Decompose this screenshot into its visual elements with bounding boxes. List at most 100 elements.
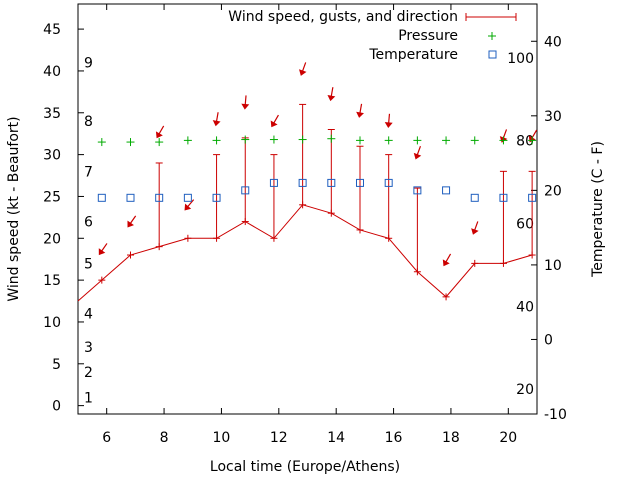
y2-tick-label-3: 20 xyxy=(544,183,562,199)
pressure-point xyxy=(327,134,336,143)
y2-tick-label-1: 0 xyxy=(544,332,553,348)
fahrenheit-label-3: 80 xyxy=(516,134,534,150)
direction-arrow-7 xyxy=(299,62,307,76)
beaufort-label-2: 3 xyxy=(84,340,93,356)
direction-arrow-0 xyxy=(98,243,108,256)
y2-tick-label-2: 10 xyxy=(544,258,562,274)
direction-arrow-2 xyxy=(155,125,165,139)
temperature-point xyxy=(442,186,451,195)
pressure-point xyxy=(355,136,364,145)
x-axis-label: Local time (Europe/Athens) xyxy=(210,459,400,475)
fahrenheit-label-0: 20 xyxy=(516,382,534,398)
y2-tick-label-0: -10 xyxy=(544,407,567,423)
direction-arrow-9 xyxy=(356,103,364,118)
x-tick-label-4: 14 xyxy=(327,430,345,446)
y2-tick-label-4: 30 xyxy=(544,109,562,125)
y-tick-label-3: 15 xyxy=(43,273,61,289)
wind-point xyxy=(471,259,479,267)
direction-arrow-11 xyxy=(413,145,422,160)
gust-bar xyxy=(241,137,249,222)
beaufort-labels: 1 2 3 4 5 6 7 8 9 xyxy=(84,56,93,407)
gust-bar xyxy=(528,170,536,256)
beaufort-label-8: 9 xyxy=(84,56,93,72)
direction-arrow-14 xyxy=(499,129,508,143)
beaufort-label-1: 2 xyxy=(84,365,93,381)
legend: Wind speed, gusts, and direction Pressur… xyxy=(228,9,517,63)
y2-tick-label-5: 40 xyxy=(544,34,562,50)
pressure-series xyxy=(97,134,537,147)
pressure-point xyxy=(126,138,135,147)
beaufort-label-7: 8 xyxy=(84,114,93,130)
y-tick-label-7: 35 xyxy=(43,106,61,122)
fahrenheit-label-1: 40 xyxy=(516,299,534,315)
gust-bar xyxy=(299,103,307,205)
beaufort-label-3: 4 xyxy=(84,307,93,323)
pressure-point xyxy=(212,136,221,145)
pressure-point xyxy=(470,136,479,145)
y-tick-label-8: 40 xyxy=(43,64,61,80)
gust-bar xyxy=(413,187,421,272)
gust-bar xyxy=(155,162,163,247)
wind-point xyxy=(184,234,192,242)
temperature-point xyxy=(528,193,537,202)
direction-arrow-13 xyxy=(471,221,479,235)
wind-point xyxy=(126,251,134,259)
y-tick-label-4: 20 xyxy=(43,231,61,247)
legend-marker-temperature xyxy=(488,50,497,59)
beaufort-label-5: 6 xyxy=(84,215,93,231)
direction-arrow-6 xyxy=(270,114,279,128)
gust-bar xyxy=(356,145,364,230)
temperature-point xyxy=(298,178,307,187)
temperature-point xyxy=(384,178,393,187)
legend-label-temperature: Temperature xyxy=(368,47,458,63)
pressure-point xyxy=(183,136,192,145)
wind-speed-line xyxy=(77,204,533,302)
beaufort-label-6: 7 xyxy=(84,164,93,180)
y2-axis-label: Temperature (C - F) xyxy=(590,141,606,278)
x-tick-label-3: 12 xyxy=(270,430,288,446)
fahrenheit-labels: 20 40 60 80 100 xyxy=(507,51,534,398)
y-axis-ticks: 0 5 10 15 20 25 30 35 40 45 xyxy=(43,22,84,415)
x-axis-ticks: 6 8 10 12 14 16 18 20 xyxy=(102,4,517,446)
x-tick-label-5: 16 xyxy=(385,430,403,446)
temperature-point xyxy=(241,186,250,195)
x-tick-label-6: 18 xyxy=(442,430,460,446)
x-tick-label-1: 8 xyxy=(160,430,169,446)
pressure-point xyxy=(442,136,451,145)
pressure-point xyxy=(155,138,164,147)
plot-frame xyxy=(77,3,538,415)
beaufort-label-4: 5 xyxy=(84,256,93,272)
temperature-point xyxy=(97,193,106,202)
temperature-point xyxy=(355,178,364,187)
direction-arrow-8 xyxy=(327,87,336,102)
y-tick-label-6: 30 xyxy=(43,148,61,164)
x-tick-label-0: 6 xyxy=(102,430,111,446)
direction-arrow-1 xyxy=(127,215,137,228)
gust-bar xyxy=(385,154,393,239)
pressure-point xyxy=(298,135,307,144)
y-tick-label-9: 45 xyxy=(43,22,61,38)
y-tick-label-5: 25 xyxy=(43,189,61,205)
temperature-point xyxy=(327,178,336,187)
legend-marker-pressure xyxy=(488,32,496,40)
pressure-point xyxy=(97,138,106,147)
gust-bar xyxy=(499,170,507,264)
pressure-point xyxy=(241,135,250,144)
y-axis-label: Wind speed (kt - Beaufort) xyxy=(6,116,22,301)
y-tick-label-1: 5 xyxy=(52,357,61,373)
legend-label-pressure: Pressure xyxy=(398,28,458,44)
direction-arrow-4 xyxy=(212,112,221,127)
direction-arrow-12 xyxy=(442,253,452,267)
legend-label-wind: Wind speed, gusts, and direction xyxy=(228,9,458,25)
pressure-point xyxy=(528,136,537,145)
gust-bar xyxy=(213,154,221,239)
temperature-point xyxy=(183,193,192,202)
direction-arrows xyxy=(98,62,538,267)
y-tick-label-2: 10 xyxy=(43,315,61,331)
fahrenheit-label-4: 100 xyxy=(507,51,534,67)
temperature-point xyxy=(126,193,135,202)
pressure-point xyxy=(499,136,508,145)
wind-series xyxy=(77,103,536,302)
temperature-point xyxy=(212,193,221,202)
direction-arrow-3 xyxy=(184,199,195,211)
